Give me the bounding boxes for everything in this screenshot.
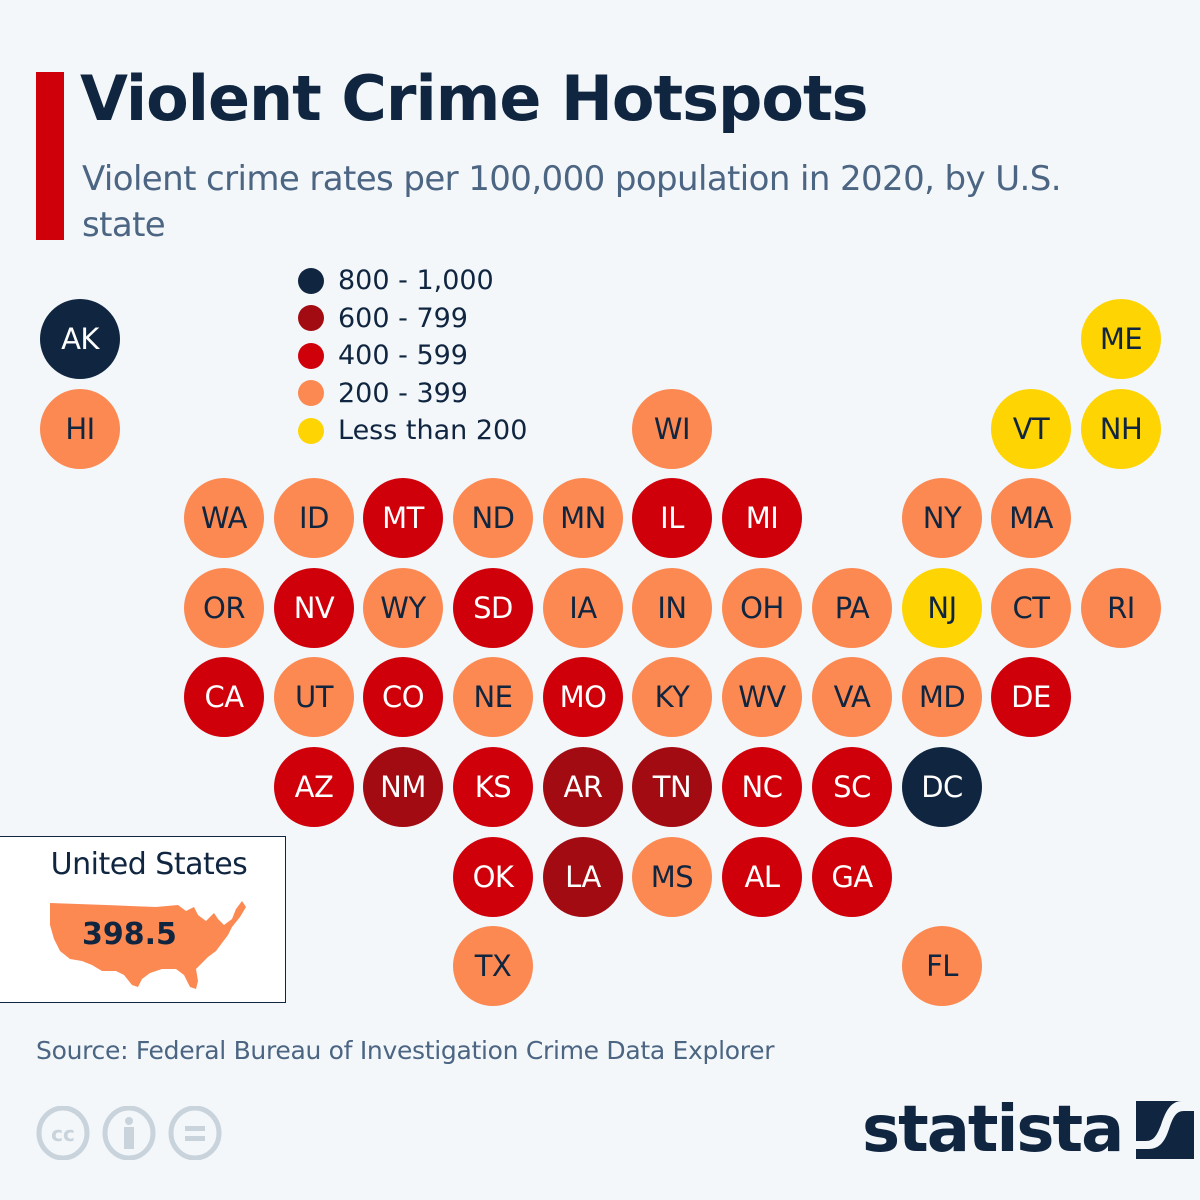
legend-label: 400 - 599	[338, 340, 468, 372]
state-tile-tx: TX	[453, 926, 533, 1006]
national-average-box: United States 398.5	[0, 836, 286, 1003]
state-tile-ia: IA	[543, 568, 623, 648]
state-tile-id: ID	[274, 478, 354, 558]
state-tile-ut: UT	[274, 657, 354, 737]
state-tile-il: IL	[632, 478, 712, 558]
state-tile-la: LA	[543, 837, 623, 917]
state-tile-wy: WY	[363, 568, 443, 648]
legend-item: 200 - 399	[298, 375, 527, 413]
state-tile-mi: MI	[722, 478, 802, 558]
svg-text:cc: cc	[51, 1122, 75, 1146]
state-tile-tn: TN	[632, 747, 712, 827]
title-accent-bar	[36, 72, 64, 240]
state-tile-ga: GA	[812, 837, 892, 917]
legend-label: 200 - 399	[338, 377, 468, 409]
legend-swatch-icon	[298, 417, 324, 444]
state-tile-or: OR	[184, 568, 264, 648]
legend-item: 600 - 799	[298, 300, 527, 338]
state-tile-nj: NJ	[902, 568, 982, 648]
state-tile-dc: DC	[902, 747, 982, 827]
state-tile-nv: NV	[274, 568, 354, 648]
state-tile-va: VA	[812, 657, 892, 737]
chart-title: Violent Crime Hotspots	[80, 62, 869, 135]
legend-label: 600 - 799	[338, 302, 468, 334]
national-average-label: United States	[50, 847, 248, 882]
legend-label: 800 - 1,000	[338, 265, 494, 297]
state-tile-co: CO	[363, 657, 443, 737]
state-tile-me: ME	[1081, 299, 1161, 379]
state-tile-in: IN	[632, 568, 712, 648]
state-tile-al: AL	[722, 837, 802, 917]
license-icons: cc	[36, 1106, 222, 1160]
state-tile-ak: AK	[40, 299, 120, 379]
state-tile-de: DE	[991, 657, 1071, 737]
state-tile-mt: MT	[363, 478, 443, 558]
state-tile-ok: OK	[453, 837, 533, 917]
state-tile-ma: MA	[991, 478, 1071, 558]
legend-swatch-icon	[298, 380, 324, 407]
state-tile-sc: SC	[812, 747, 892, 827]
state-tile-mn: MN	[543, 478, 623, 558]
source-note: Source: Federal Bureau of Investigation …	[36, 1036, 775, 1065]
statista-logo[interactable]: statista	[862, 1093, 1195, 1167]
state-tile-ms: MS	[632, 837, 712, 917]
legend-swatch-icon	[298, 342, 324, 369]
state-tile-az: AZ	[274, 747, 354, 827]
state-tile-sd: SD	[453, 568, 533, 648]
national-average-value: 398.5	[82, 917, 177, 952]
state-tile-ne: NE	[453, 657, 533, 737]
state-tile-nm: NM	[363, 747, 443, 827]
state-tile-pa: PA	[812, 568, 892, 648]
state-tile-nc: NC	[722, 747, 802, 827]
legend-swatch-icon	[298, 305, 324, 332]
creative-commons-icon[interactable]: cc	[36, 1106, 90, 1160]
state-tile-nd: ND	[453, 478, 533, 558]
attribution-icon[interactable]	[102, 1106, 156, 1160]
state-tile-hi: HI	[40, 389, 120, 469]
state-tile-fl: FL	[902, 926, 982, 1006]
state-tile-ca: CA	[184, 657, 264, 737]
state-tile-wi: WI	[632, 389, 712, 469]
state-tile-ar: AR	[543, 747, 623, 827]
state-tile-ny: NY	[902, 478, 982, 558]
statista-mark-icon	[1136, 1101, 1195, 1159]
chart-subtitle: Violent crime rates per 100,000 populati…	[82, 159, 1062, 245]
legend-label: Less than 200	[338, 415, 528, 447]
state-tile-nh: NH	[1081, 389, 1161, 469]
legend-swatch-icon	[298, 267, 324, 294]
state-tile-ks: KS	[453, 747, 533, 827]
legend-item: 800 - 1,000	[298, 262, 527, 300]
state-tile-ky: KY	[632, 657, 712, 737]
state-tile-ct: CT	[991, 568, 1071, 648]
no-derivatives-icon[interactable]	[168, 1106, 222, 1160]
legend-item: 400 - 599	[298, 337, 527, 375]
state-tile-md: MD	[902, 657, 982, 737]
us-map-icon	[50, 901, 246, 989]
legend-item: Less than 200	[298, 412, 527, 450]
state-tile-vt: VT	[991, 389, 1071, 469]
state-tile-oh: OH	[722, 568, 802, 648]
legend: 800 - 1,000 600 - 799 400 - 599 200 - 399 Le…	[298, 262, 527, 450]
state-tile-wa: WA	[184, 478, 264, 558]
brand-wordmark: statista	[862, 1093, 1124, 1167]
state-tile-mo: MO	[543, 657, 623, 737]
state-tile-wv: WV	[722, 657, 802, 737]
state-tile-ri: RI	[1081, 568, 1161, 648]
